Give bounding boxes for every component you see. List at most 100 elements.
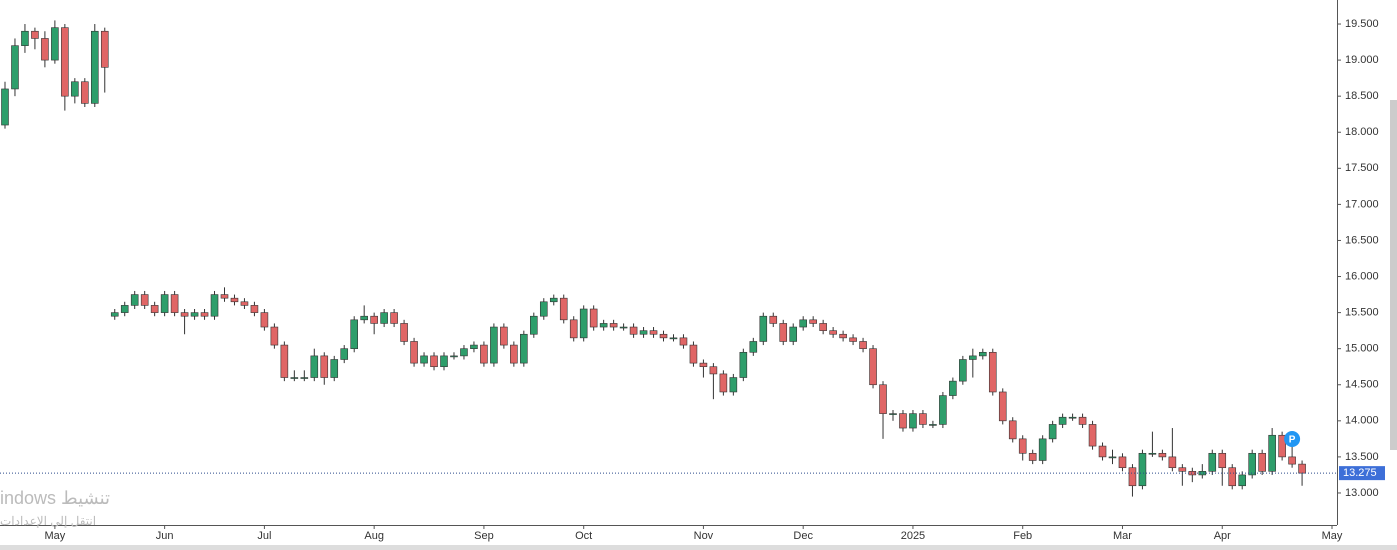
candle-body <box>549 297 558 303</box>
y-tick-label: 19.500 <box>1345 18 1379 30</box>
candle-body <box>120 305 129 313</box>
y-tick-label: 19.000 <box>1345 54 1379 66</box>
y-tick-label: 17.000 <box>1345 198 1379 210</box>
candle-body <box>988 351 997 393</box>
candle-body <box>390 312 398 324</box>
candle-body <box>11 45 19 90</box>
candle-body <box>510 344 518 364</box>
x-tick-label: 2025 <box>901 530 925 542</box>
candle-body <box>450 355 458 358</box>
candle-body <box>200 312 209 317</box>
candle-body <box>61 27 69 97</box>
candle-body <box>380 312 388 324</box>
candle-body <box>310 355 319 378</box>
candle-body <box>150 305 159 313</box>
candle-body <box>739 351 748 378</box>
candle-body <box>400 323 408 342</box>
last-price-label: 13.275 <box>1343 467 1377 479</box>
x-tick-label: Aug <box>364 530 384 542</box>
watermark: انتقل إلى الإعدادات <box>0 514 96 529</box>
candle-body <box>350 319 358 349</box>
candle-body <box>719 373 728 393</box>
bottom-bar <box>0 545 1397 550</box>
x-tick-label: May <box>44 530 65 542</box>
candle-body <box>460 348 468 357</box>
candle-body <box>290 377 299 379</box>
candle-body <box>81 81 89 104</box>
candle-body <box>659 333 668 339</box>
candle-body <box>879 384 887 414</box>
y-tick-label: 16.000 <box>1345 270 1379 282</box>
candle-body <box>779 323 788 342</box>
candle-body <box>1208 452 1217 472</box>
candle-body <box>889 413 897 415</box>
x-tick-label: Apr <box>1214 530 1231 542</box>
candle-body <box>929 424 937 426</box>
candle-body <box>430 355 438 368</box>
candle-body <box>1088 424 1097 447</box>
candle-body <box>979 351 987 357</box>
x-tick-label: Jun <box>156 530 174 542</box>
candle-body <box>51 27 59 61</box>
x-tick-label: Sep <box>474 530 494 542</box>
x-tick-label: Feb <box>1013 530 1032 542</box>
candle-body <box>1108 456 1117 459</box>
y-tick-label: 13.500 <box>1345 451 1379 463</box>
candle-body <box>1098 445 1107 458</box>
candle-body <box>520 333 528 364</box>
candle-body <box>180 312 189 317</box>
x-tick-label: Oct <box>575 530 592 542</box>
candle-body <box>959 359 967 382</box>
candle-body <box>1248 452 1256 476</box>
candle-body <box>530 315 538 335</box>
candle-body <box>1218 452 1227 469</box>
candle-body <box>799 319 807 328</box>
candle-body <box>330 359 339 378</box>
candle-body <box>500 326 508 346</box>
last-price-tag <box>1339 466 1385 481</box>
candle-body <box>170 294 179 313</box>
candle-body <box>939 395 947 425</box>
candle-body <box>1288 456 1296 465</box>
candle-body <box>320 355 329 378</box>
candle-body <box>1158 452 1167 458</box>
y-tick-label: 18.500 <box>1345 90 1379 102</box>
candle-body <box>1148 452 1157 455</box>
y-tick-label: 18.000 <box>1345 126 1379 138</box>
x-tick-label: May <box>1322 530 1343 542</box>
candle-body <box>130 294 139 306</box>
candle-body <box>1198 471 1207 476</box>
candle-body <box>579 308 588 339</box>
candle-body <box>230 297 239 303</box>
candle-body <box>240 301 249 306</box>
candle-body <box>220 294 229 299</box>
candle-body <box>849 337 857 342</box>
scrollbar[interactable] <box>1390 100 1397 450</box>
candle-body <box>1178 467 1187 472</box>
candle-body <box>639 330 648 335</box>
y-tick-label: 14.000 <box>1345 415 1379 427</box>
candle-body <box>869 348 877 386</box>
candle-body <box>829 330 837 335</box>
candle-body <box>1058 416 1067 425</box>
candle-body <box>919 413 927 425</box>
x-tick-label: Dec <box>793 530 813 542</box>
candle-body <box>729 377 738 393</box>
candle-body <box>41 38 49 61</box>
candle-body <box>21 30 29 46</box>
y-tick-label: 16.500 <box>1345 234 1379 246</box>
candle-body <box>809 319 817 324</box>
candle-body <box>280 344 289 378</box>
y-tick-label: 15.500 <box>1345 307 1379 319</box>
candle-body <box>759 315 768 342</box>
candle-body <box>749 341 758 353</box>
candle-body <box>998 391 1007 422</box>
annotation-badge <box>1284 431 1301 447</box>
x-tick-label: Mar <box>1113 530 1132 542</box>
candle-body <box>1278 434 1286 458</box>
candle-body <box>649 330 658 335</box>
candle-body <box>140 294 149 306</box>
candle-body <box>669 337 678 340</box>
